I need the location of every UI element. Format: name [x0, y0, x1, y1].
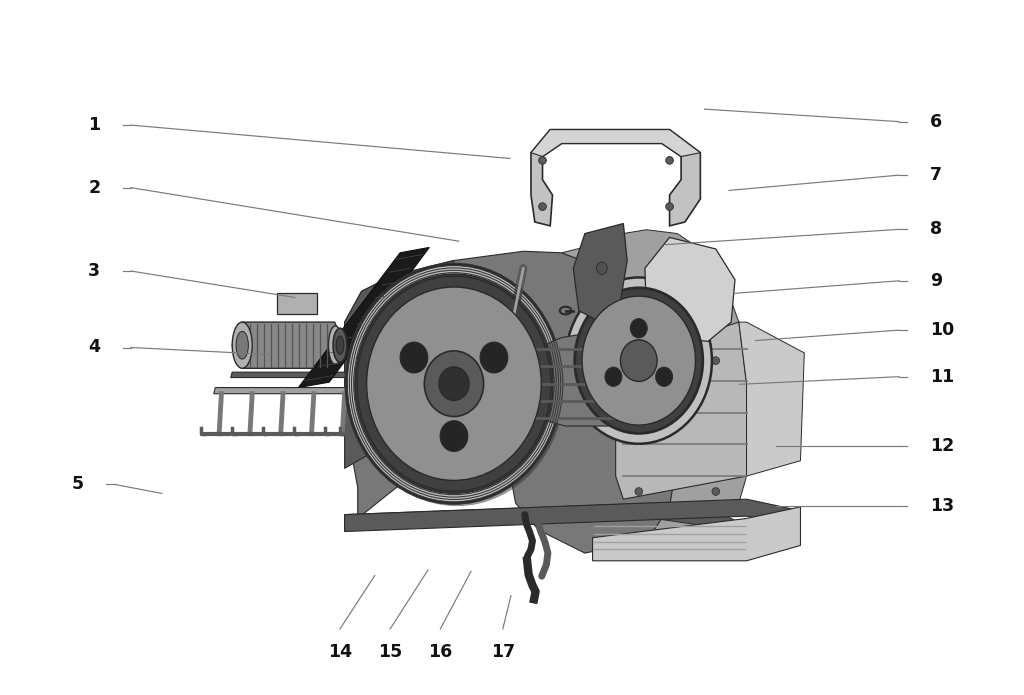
Text: 14: 14	[328, 643, 352, 661]
Ellipse shape	[424, 351, 483, 416]
Text: 1: 1	[88, 116, 100, 134]
Ellipse shape	[519, 409, 527, 418]
Ellipse shape	[346, 264, 562, 503]
Ellipse shape	[712, 357, 720, 364]
Polygon shape	[214, 388, 368, 393]
Ellipse shape	[336, 336, 344, 354]
Ellipse shape	[666, 203, 674, 211]
Ellipse shape	[400, 342, 428, 373]
Polygon shape	[739, 322, 804, 476]
Ellipse shape	[635, 488, 643, 496]
Text: 4: 4	[88, 338, 100, 357]
Text: 10: 10	[930, 321, 954, 339]
Text: 17: 17	[490, 643, 515, 661]
Polygon shape	[230, 372, 346, 377]
Ellipse shape	[329, 326, 342, 364]
Ellipse shape	[565, 277, 712, 444]
Text: 6: 6	[930, 113, 942, 131]
Ellipse shape	[712, 488, 720, 496]
Text: 5: 5	[72, 475, 84, 493]
Ellipse shape	[440, 420, 468, 452]
FancyBboxPatch shape	[468, 453, 494, 470]
Ellipse shape	[494, 439, 501, 448]
Polygon shape	[615, 322, 746, 499]
Ellipse shape	[621, 340, 657, 382]
Ellipse shape	[349, 268, 565, 506]
Text: 7: 7	[930, 166, 942, 184]
Text: 8: 8	[930, 220, 942, 238]
Ellipse shape	[481, 456, 488, 466]
Polygon shape	[562, 230, 746, 538]
Polygon shape	[645, 238, 735, 341]
Ellipse shape	[356, 275, 552, 492]
Polygon shape	[593, 507, 801, 561]
Text: 12: 12	[930, 437, 954, 455]
Ellipse shape	[596, 262, 607, 275]
Polygon shape	[345, 503, 746, 538]
Ellipse shape	[539, 156, 547, 164]
Polygon shape	[506, 330, 645, 426]
Polygon shape	[345, 252, 677, 553]
Text: 11: 11	[930, 368, 954, 386]
Ellipse shape	[539, 203, 547, 211]
Polygon shape	[531, 129, 700, 226]
Text: 9: 9	[930, 272, 942, 290]
Polygon shape	[232, 322, 345, 368]
Ellipse shape	[237, 332, 249, 359]
Ellipse shape	[574, 288, 702, 434]
Polygon shape	[531, 129, 700, 156]
Text: 16: 16	[428, 643, 453, 661]
Polygon shape	[345, 499, 801, 532]
Ellipse shape	[439, 367, 469, 400]
Ellipse shape	[605, 367, 622, 386]
Ellipse shape	[531, 393, 540, 402]
Ellipse shape	[582, 296, 695, 425]
Ellipse shape	[480, 342, 508, 373]
Ellipse shape	[232, 322, 252, 368]
Ellipse shape	[506, 424, 513, 433]
Ellipse shape	[333, 328, 347, 362]
Ellipse shape	[666, 156, 674, 164]
FancyBboxPatch shape	[276, 293, 316, 314]
Text: 2: 2	[88, 179, 100, 197]
Ellipse shape	[367, 287, 542, 480]
Text: 3: 3	[88, 262, 100, 280]
Ellipse shape	[631, 318, 647, 338]
Polygon shape	[345, 261, 454, 468]
Text: 15: 15	[378, 643, 402, 661]
Ellipse shape	[635, 357, 643, 364]
Polygon shape	[298, 247, 429, 388]
Text: 13: 13	[930, 497, 954, 515]
Ellipse shape	[655, 367, 673, 386]
Polygon shape	[573, 224, 628, 322]
